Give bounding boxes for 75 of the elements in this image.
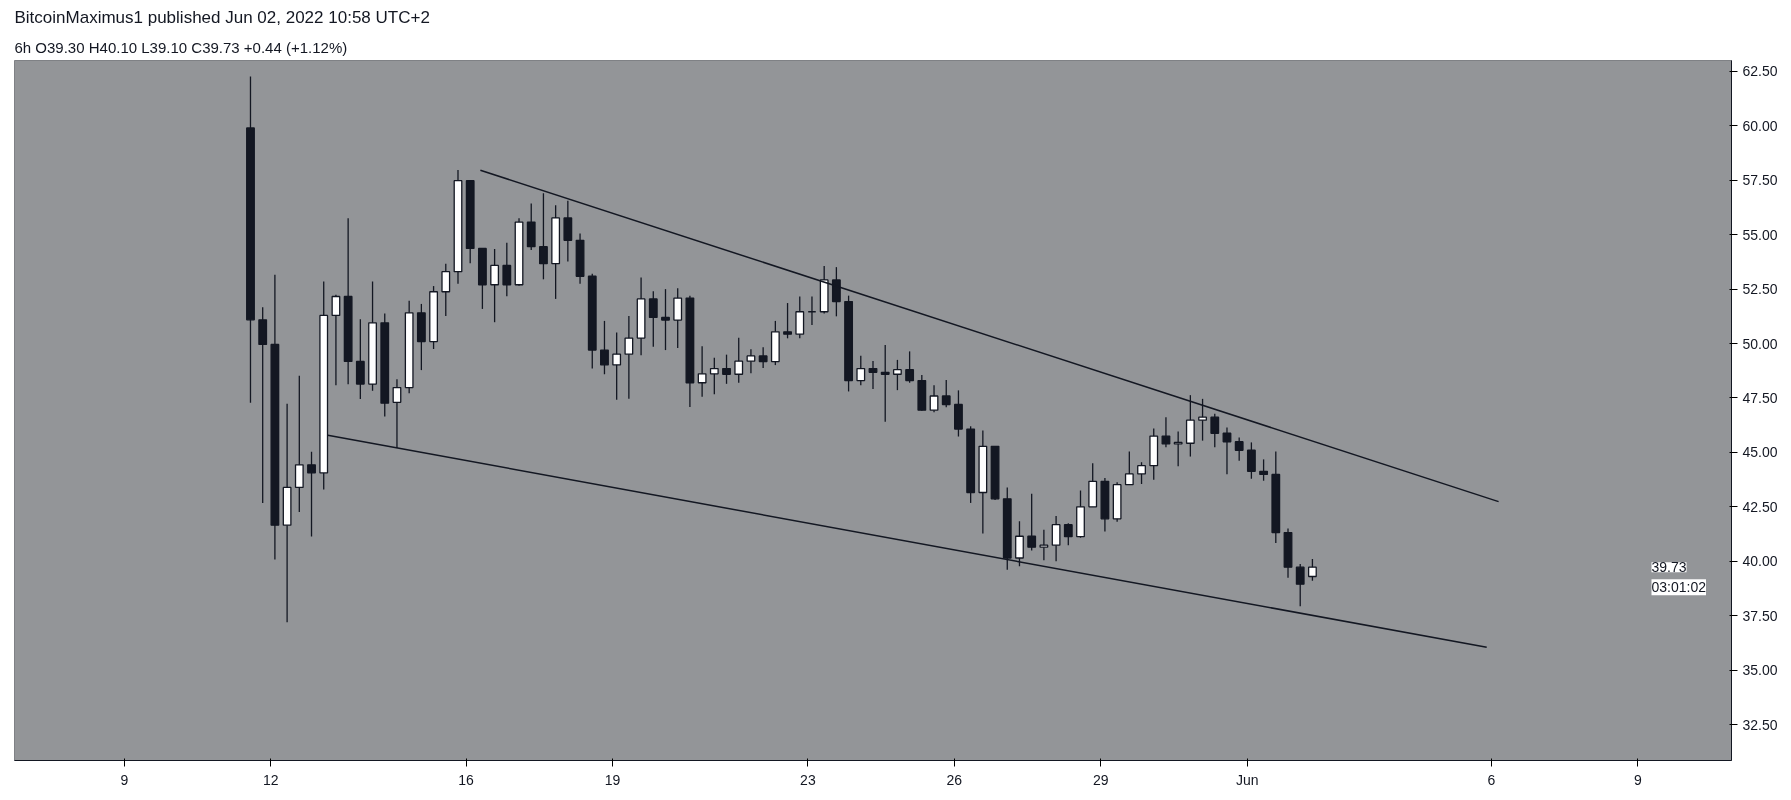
candlestick xyxy=(355,318,365,400)
x-tick-label: 16 xyxy=(458,771,475,788)
chart-subtitle: 6h O39.30 H40.10 L39.10 C39.73 +0.44 (+1.12%) xyxy=(14,38,348,56)
y-tick-label: 52.50 xyxy=(1742,281,1778,298)
candlestick xyxy=(294,375,304,513)
candlestick xyxy=(1124,450,1134,486)
candlestick xyxy=(795,295,805,339)
candlestick xyxy=(1063,522,1073,546)
candlestick xyxy=(1161,416,1171,448)
candlestick xyxy=(831,266,841,317)
y-tick-label: 35.00 xyxy=(1742,662,1778,679)
y-tick-label: 40.00 xyxy=(1742,553,1778,570)
y-tick-label: 47.50 xyxy=(1742,389,1778,406)
candlestick xyxy=(539,192,548,280)
candlestick xyxy=(1198,398,1207,442)
x-tick-label: 29 xyxy=(1093,771,1109,788)
candlestick xyxy=(502,242,512,297)
candlestick xyxy=(892,359,902,391)
candlestick xyxy=(1039,529,1049,561)
candlestick xyxy=(1051,515,1061,562)
candlestick xyxy=(624,315,634,400)
candlestick xyxy=(1307,558,1317,582)
candlestick xyxy=(783,302,792,339)
candlestick xyxy=(868,360,878,390)
y-tick-label: 55.00 xyxy=(1742,226,1778,243)
y-tick-label: 42.50 xyxy=(1742,498,1778,515)
candlestick xyxy=(1015,520,1024,567)
y-tick-label: 32.50 xyxy=(1742,716,1778,733)
x-tick-label: 9 xyxy=(120,771,129,788)
candlestick xyxy=(331,294,341,386)
candlestick xyxy=(490,248,500,323)
candlestick xyxy=(661,288,670,351)
candlestick xyxy=(307,451,316,538)
candlestick xyxy=(441,263,451,317)
candlestick xyxy=(941,379,951,408)
y-tick-label: 62.50 xyxy=(1742,63,1778,80)
candlestick xyxy=(905,350,915,384)
candlestick xyxy=(612,331,622,401)
candlestick xyxy=(1137,461,1146,485)
candlestick xyxy=(1173,430,1183,467)
candlestick xyxy=(600,320,609,375)
candlestick xyxy=(1185,394,1195,458)
candlestick xyxy=(709,357,719,395)
candlestick xyxy=(746,348,756,374)
x-tick-label: 23 xyxy=(800,771,816,788)
candlestick xyxy=(697,345,707,398)
candlestick xyxy=(648,290,658,348)
annotation: 39.73 xyxy=(1651,559,1687,576)
candlestick xyxy=(1027,493,1037,552)
annotation: 03:01:02 xyxy=(1651,579,1707,596)
y-tick-label: 37.50 xyxy=(1742,607,1778,624)
x-tick-label: 12 xyxy=(263,771,279,788)
candlestick xyxy=(1210,413,1220,448)
y-tick-label: 57.50 xyxy=(1742,172,1778,189)
x-tick-label: 6 xyxy=(1487,771,1496,788)
candlestick xyxy=(734,337,744,384)
candlestick xyxy=(856,355,866,386)
x-tick-label: 19 xyxy=(604,771,621,788)
candlestick xyxy=(563,200,573,263)
x-tick-label: 9 xyxy=(1634,771,1643,788)
y-tick-label: 60.00 xyxy=(1742,117,1778,134)
candlestick xyxy=(1246,441,1256,480)
candlestick xyxy=(1234,436,1244,462)
candlestick xyxy=(722,354,731,385)
candlestick xyxy=(1295,563,1305,607)
candlestick xyxy=(880,344,890,423)
candlestick xyxy=(758,346,768,369)
chart-title: BitcoinMaximus1 published Jun 02, 2022 10:58 UTC+2 xyxy=(14,7,430,27)
candlestick xyxy=(673,287,683,349)
y-tick-label: 45.00 xyxy=(1742,444,1778,461)
x-tick-label: 26 xyxy=(946,771,963,788)
candlestick xyxy=(929,384,939,413)
x-tick-label: Jun xyxy=(1236,771,1259,788)
y-tick-label: 50.00 xyxy=(1742,335,1778,352)
candlestick xyxy=(1259,458,1269,482)
